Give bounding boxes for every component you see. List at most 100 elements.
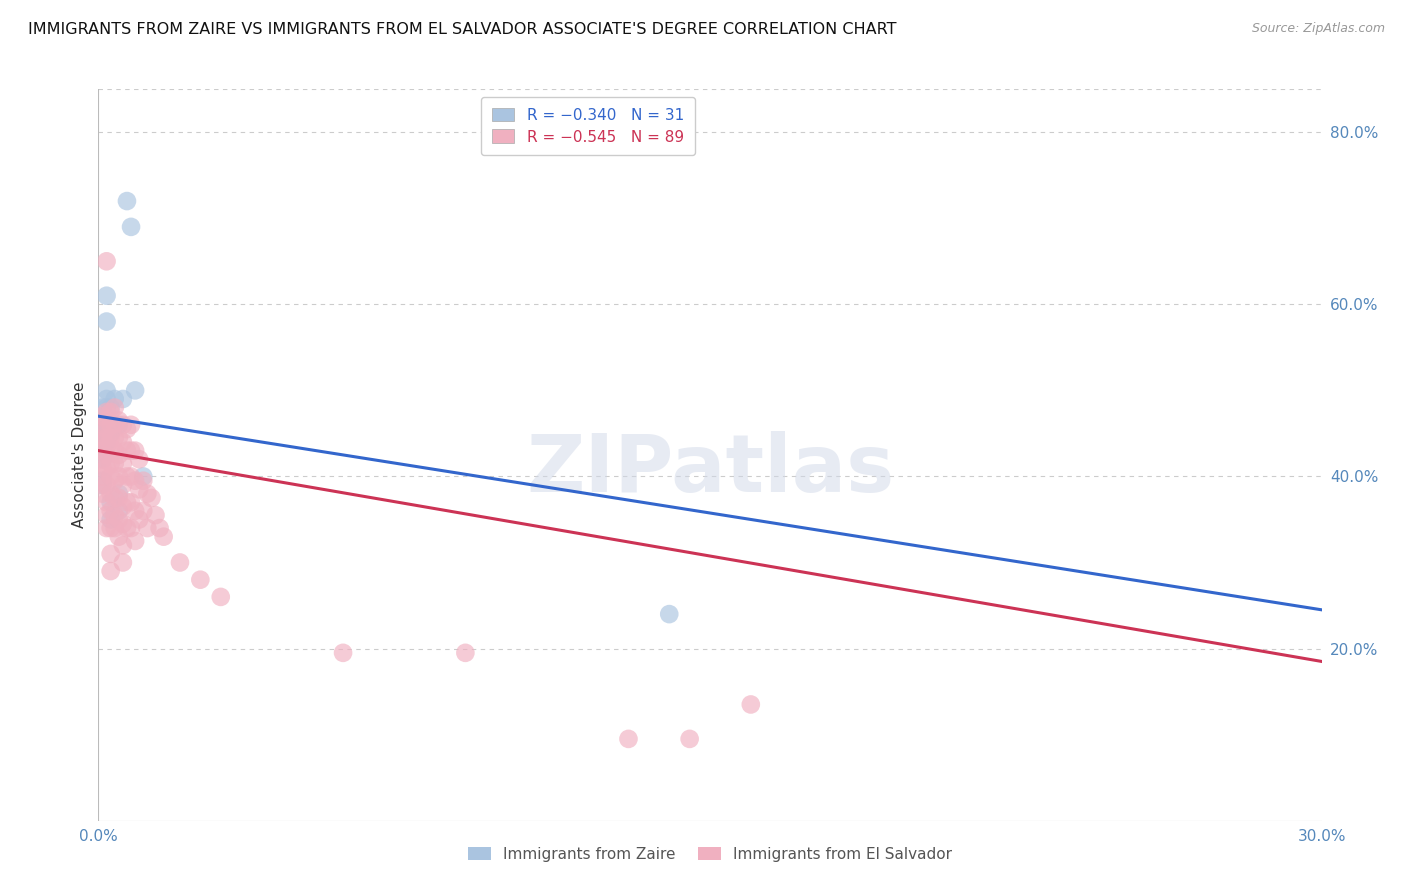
Text: Source: ZipAtlas.com: Source: ZipAtlas.com xyxy=(1251,22,1385,36)
Point xyxy=(100,417,122,432)
Point xyxy=(617,731,640,746)
Point xyxy=(104,491,127,505)
Point xyxy=(124,504,146,518)
Point xyxy=(120,219,142,234)
Text: ZIPatlas: ZIPatlas xyxy=(526,431,894,508)
Point xyxy=(96,431,118,445)
Point xyxy=(111,516,134,531)
Point xyxy=(108,448,131,462)
Point xyxy=(96,495,118,509)
Point xyxy=(108,491,131,505)
Point xyxy=(188,573,212,587)
Point xyxy=(115,521,138,535)
Point xyxy=(91,486,114,500)
Point xyxy=(96,314,118,328)
Point xyxy=(91,409,114,424)
Point xyxy=(91,426,114,441)
Point xyxy=(96,392,118,406)
Point xyxy=(120,521,142,535)
Point xyxy=(132,469,155,483)
Point xyxy=(100,443,122,458)
Point xyxy=(100,512,122,526)
Point xyxy=(120,495,142,509)
Point xyxy=(100,547,122,561)
Point xyxy=(740,698,762,712)
Point xyxy=(115,469,138,483)
Point xyxy=(104,392,127,406)
Text: IMMIGRANTS FROM ZAIRE VS IMMIGRANTS FROM EL SALVADOR ASSOCIATE'S DEGREE CORRELAT: IMMIGRANTS FROM ZAIRE VS IMMIGRANTS FROM… xyxy=(28,22,897,37)
Point xyxy=(104,431,127,445)
Point xyxy=(104,457,127,471)
Point xyxy=(108,431,131,445)
Point xyxy=(111,478,134,492)
Point xyxy=(108,486,131,500)
Point xyxy=(104,443,127,458)
Point xyxy=(100,469,122,483)
Point xyxy=(152,530,174,544)
Point xyxy=(124,533,146,548)
Point xyxy=(108,530,131,544)
Point xyxy=(104,401,127,415)
Point xyxy=(96,254,118,268)
Point xyxy=(149,521,172,535)
Point xyxy=(115,194,138,208)
Point xyxy=(108,469,131,483)
Point xyxy=(108,512,131,526)
Point xyxy=(332,646,354,660)
Point xyxy=(96,405,118,419)
Point xyxy=(96,384,118,398)
Point xyxy=(91,431,114,445)
Point xyxy=(124,474,146,488)
Point xyxy=(96,413,118,427)
Point xyxy=(169,556,191,570)
Point xyxy=(96,422,118,436)
Point xyxy=(100,495,122,509)
Point xyxy=(91,431,114,445)
Point xyxy=(454,646,477,660)
Point xyxy=(96,401,118,415)
Point xyxy=(115,443,138,458)
Point xyxy=(108,413,131,427)
Point xyxy=(108,504,131,518)
Point xyxy=(100,401,122,415)
Point xyxy=(100,405,122,419)
Point xyxy=(128,483,150,497)
Point xyxy=(96,478,118,492)
Point xyxy=(96,521,118,535)
Point xyxy=(128,452,150,467)
Point xyxy=(108,417,131,432)
Point xyxy=(96,422,118,436)
Point xyxy=(91,435,114,450)
Point xyxy=(96,508,118,523)
Point xyxy=(111,457,134,471)
Point xyxy=(100,486,122,500)
Point xyxy=(120,417,142,432)
Point xyxy=(120,469,142,483)
Point xyxy=(91,452,114,467)
Point xyxy=(104,508,127,523)
Point xyxy=(91,417,114,432)
Point xyxy=(96,431,118,445)
Y-axis label: Associate's Degree: Associate's Degree xyxy=(72,382,87,528)
Point xyxy=(91,478,114,492)
Point xyxy=(91,474,114,488)
Point xyxy=(141,491,163,505)
Point xyxy=(120,443,142,458)
Point xyxy=(91,452,114,467)
Point xyxy=(111,556,134,570)
Point xyxy=(91,409,114,424)
Point xyxy=(96,448,118,462)
Point xyxy=(100,426,122,441)
Point xyxy=(111,538,134,552)
Point xyxy=(91,460,114,475)
Point xyxy=(91,417,114,432)
Point xyxy=(132,474,155,488)
Point xyxy=(111,417,134,432)
Point xyxy=(658,607,681,621)
Point xyxy=(679,731,702,746)
Point xyxy=(104,521,127,535)
Point xyxy=(115,495,138,509)
Point xyxy=(115,422,138,436)
Point xyxy=(128,512,150,526)
Point xyxy=(91,443,114,458)
